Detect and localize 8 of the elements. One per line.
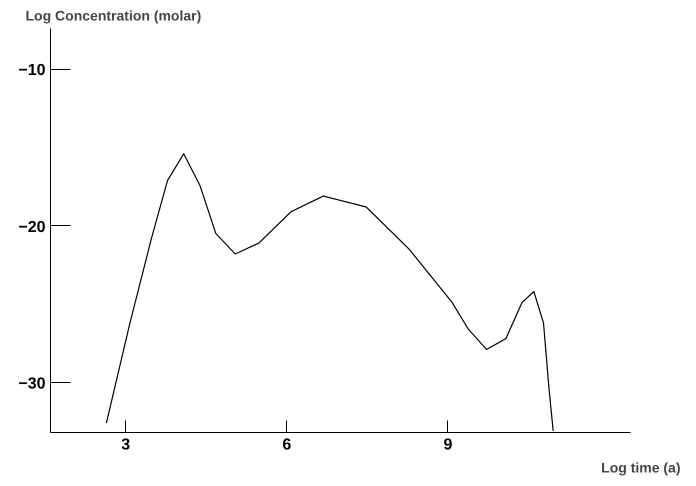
y-tick-label: −20	[18, 218, 46, 236]
x-tick-label: 9	[443, 436, 452, 454]
x-tick-label: 6	[282, 436, 292, 454]
y-tick-label: −30	[18, 375, 46, 392]
y-tick-label: −10	[18, 62, 46, 80]
x-tick-label: 3	[121, 436, 130, 454]
x-axis-title: Log time (a)	[601, 460, 681, 476]
y-axis-title: Log Concentration (molar)	[26, 8, 202, 24]
